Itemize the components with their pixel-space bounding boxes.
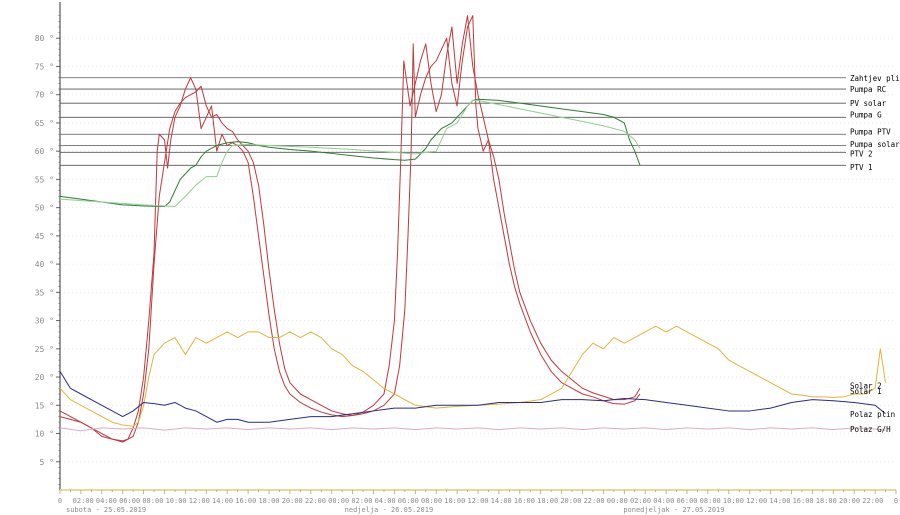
series-line (59, 98, 641, 208)
series-label: Solar 1 (850, 387, 882, 396)
x-tick-label: 02:00 (73, 497, 94, 505)
x-tick-label: 12:00 (189, 497, 210, 505)
x-tick-label: 22:00 (305, 497, 326, 505)
grid-layer (60, 37, 896, 463)
x-tick-label: 14:00 (769, 497, 790, 505)
x-tick-label: 04:00 (375, 497, 396, 505)
x-tick-label: 0 (894, 497, 898, 505)
axis-layer: 5 ° 10 ° 15 ° 20 ° 25 ° 30 ° 35 ° 40 ° 45 ° 50 ° 5… (35, 2, 898, 514)
series-label: PTV 1 (850, 163, 873, 172)
y-tick-label: 35 ° (35, 288, 54, 297)
y-tick-label: 25 ° (35, 345, 54, 354)
x-tick-label: 18:00 (258, 497, 279, 505)
series-label: Polaz G/H (850, 425, 891, 434)
series-label: PV solar (850, 99, 887, 108)
series-label: Pumpa RC (850, 85, 886, 94)
x-tick-label: 02:00 (351, 497, 372, 505)
x-tick-label: 18:00 (816, 497, 837, 505)
x-tick-label: 14:00 (491, 497, 512, 505)
x-tick-label: 18:00 (537, 497, 558, 505)
series-label: Pumpa G (850, 110, 882, 119)
x-tick-label: 04:00 (96, 497, 117, 505)
x-tick-label: 0 (58, 497, 62, 505)
y-tick-label: 15 ° (35, 401, 54, 410)
x-tick-label: 12:00 (746, 497, 767, 505)
series-line (59, 427, 886, 432)
x-tick-label: 20:00 (839, 497, 860, 505)
label-layer: Zahtjev plin Pumpa RC PV solar Pumpa G Pumpa… (850, 74, 900, 434)
x-tick-label: 04:00 (653, 497, 674, 505)
x-tick-label: 16:00 (793, 497, 814, 505)
day-label: ponedjeljak - 27.05.2019 (623, 506, 724, 514)
y-tick-label: 45 ° (35, 232, 54, 241)
x-tick-label: 12:00 (467, 497, 488, 505)
x-tick-label: 16:00 (514, 497, 535, 505)
series-label: Polaz plin (850, 410, 895, 419)
series-label: Pumpa solar (850, 140, 900, 149)
x-tick-label: 22:00 (584, 497, 605, 505)
x-tick-label: 00:00 (328, 497, 349, 505)
x-tick-label: 22:00 (862, 497, 883, 505)
series-line (59, 371, 886, 423)
x-tick-label: 00:00 (607, 497, 628, 505)
x-tick-label: 20:00 (560, 497, 581, 505)
x-tick-label: 14:00 (212, 497, 233, 505)
y-tick-label: 60 ° (35, 147, 54, 156)
y-tick-label: 55 ° (35, 175, 54, 184)
x-tick-label: 10:00 (166, 497, 187, 505)
day-label: subota - 25.05.2019 (66, 506, 146, 514)
day-label: nedjelja - 26.05.2019 (345, 506, 434, 514)
series-line (59, 99, 641, 208)
y-tick-label: 65 ° (35, 119, 54, 128)
x-tick-label: 20:00 (282, 497, 303, 505)
x-tick-label: 10:00 (444, 497, 465, 505)
y-tick-label: 70 ° (35, 91, 54, 100)
y-tick-label: 50 ° (35, 204, 54, 213)
y-tick-label: 80 ° (35, 34, 54, 43)
x-tick-label: 06:00 (398, 497, 419, 505)
x-tick-label: 02:00 (630, 497, 651, 505)
y-tick-label: 75 ° (35, 62, 54, 71)
y-tick-label: 20 ° (35, 373, 54, 382)
x-tick-label: 16:00 (235, 497, 256, 505)
x-tick-label: 10:00 (723, 497, 744, 505)
y-tick-label: 30 ° (35, 317, 54, 326)
y-tick-label: 40 ° (35, 260, 54, 269)
series-label: Pumpa PTV (850, 127, 891, 136)
y-tick-label: 10 ° (35, 430, 54, 439)
x-tick-label: 08:00 (421, 497, 442, 505)
series-label: Solar 2 (850, 382, 882, 391)
x-tick-label: 06:00 (119, 497, 140, 505)
x-tick-label: 06:00 (676, 497, 697, 505)
series-label: PTV 2 (850, 149, 873, 158)
series-line (59, 15, 641, 443)
series-line (59, 325, 887, 427)
x-tick-label: 08:00 (700, 497, 721, 505)
series-label: Zahtjev plin (850, 74, 900, 83)
series-layer (59, 15, 887, 443)
x-tick-label: 08:00 (142, 497, 163, 505)
y-tick-label: 5 ° (40, 458, 54, 467)
